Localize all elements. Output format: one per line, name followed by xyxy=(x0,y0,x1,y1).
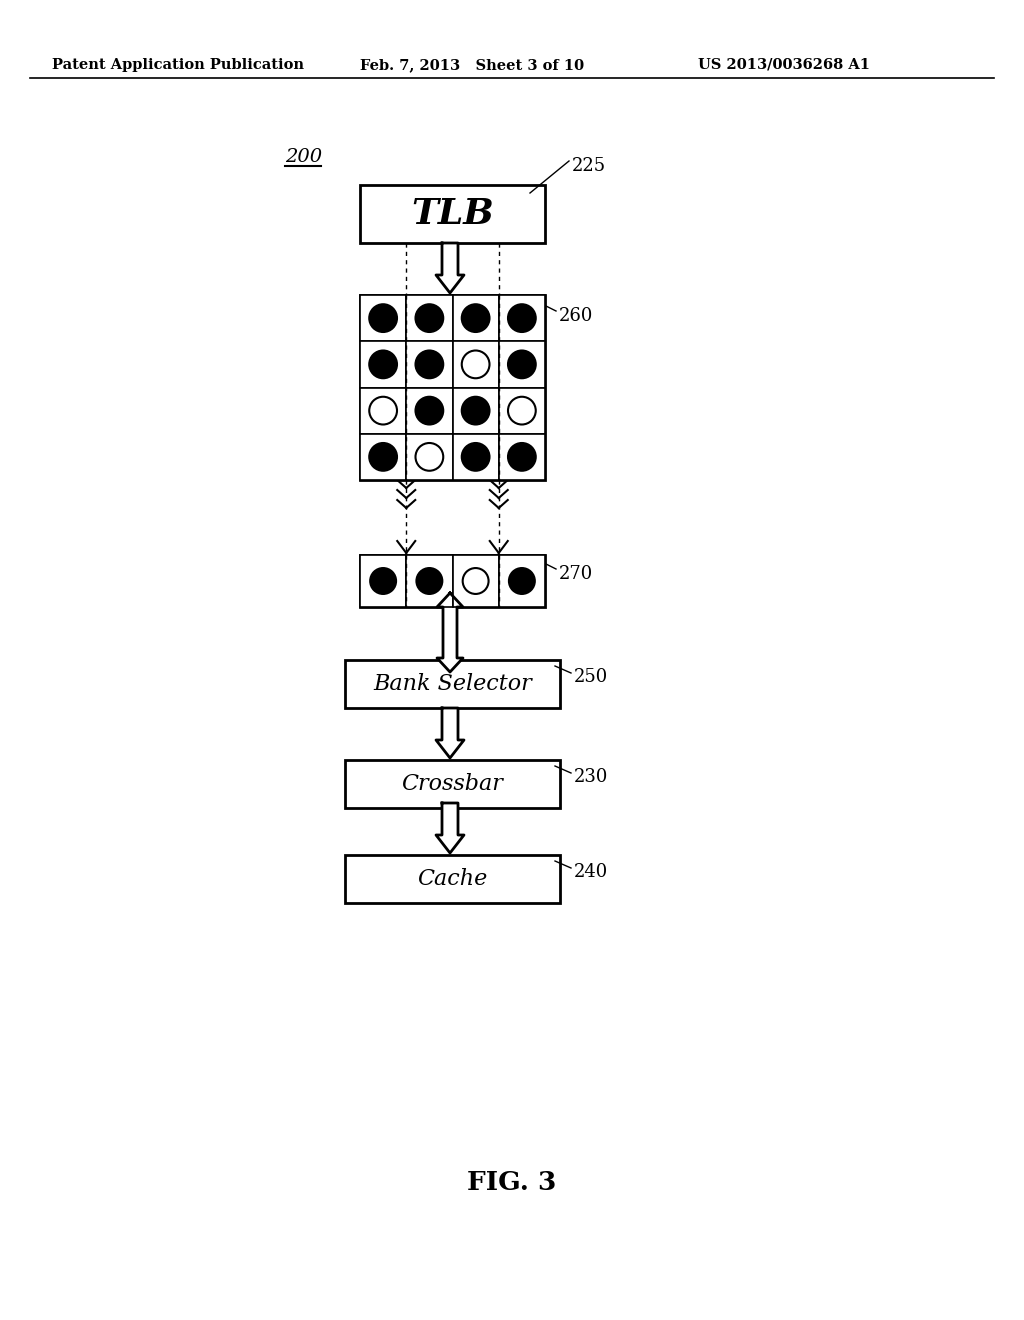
Circle shape xyxy=(416,397,443,425)
Bar xyxy=(499,342,545,388)
Text: FIG. 3: FIG. 3 xyxy=(467,1170,557,1195)
Text: 250: 250 xyxy=(574,668,608,686)
Bar xyxy=(360,388,407,434)
Circle shape xyxy=(509,568,535,594)
Circle shape xyxy=(416,304,443,333)
Bar xyxy=(453,342,499,388)
Bar xyxy=(360,554,545,607)
Text: TLB: TLB xyxy=(411,197,494,231)
Polygon shape xyxy=(436,708,464,758)
Text: 225: 225 xyxy=(572,157,606,176)
Bar xyxy=(453,434,499,480)
Bar xyxy=(407,388,453,434)
Bar xyxy=(345,660,560,708)
Bar xyxy=(499,554,545,607)
Bar xyxy=(360,342,407,388)
Text: Feb. 7, 2013   Sheet 3 of 10: Feb. 7, 2013 Sheet 3 of 10 xyxy=(360,58,584,73)
Text: Crossbar: Crossbar xyxy=(401,774,504,795)
Bar xyxy=(453,388,499,434)
Bar xyxy=(407,294,453,342)
Bar xyxy=(360,294,545,480)
Circle shape xyxy=(370,568,396,594)
Circle shape xyxy=(508,444,536,471)
Bar xyxy=(345,855,560,903)
Text: 270: 270 xyxy=(559,565,593,583)
Bar xyxy=(499,388,545,434)
Circle shape xyxy=(416,444,443,471)
Bar xyxy=(407,342,453,388)
Bar xyxy=(407,554,453,607)
Circle shape xyxy=(416,351,443,379)
Polygon shape xyxy=(436,243,464,293)
Circle shape xyxy=(508,351,536,379)
Text: 230: 230 xyxy=(574,768,608,785)
Bar xyxy=(345,760,560,808)
Text: Cache: Cache xyxy=(418,869,487,890)
Circle shape xyxy=(417,568,442,594)
Bar xyxy=(360,185,545,243)
Text: Bank Selector: Bank Selector xyxy=(373,673,531,696)
Bar xyxy=(407,434,453,480)
Circle shape xyxy=(508,304,536,333)
Circle shape xyxy=(462,444,489,471)
Bar xyxy=(360,294,407,342)
Text: 200: 200 xyxy=(285,148,323,166)
Circle shape xyxy=(370,444,397,471)
Circle shape xyxy=(462,397,489,425)
Circle shape xyxy=(370,304,397,333)
Polygon shape xyxy=(436,803,464,853)
Text: Patent Application Publication: Patent Application Publication xyxy=(52,58,304,73)
Circle shape xyxy=(508,397,536,425)
Bar xyxy=(453,294,499,342)
Bar xyxy=(499,434,545,480)
Circle shape xyxy=(370,397,397,425)
Circle shape xyxy=(462,351,489,379)
Text: 260: 260 xyxy=(559,308,593,325)
Bar xyxy=(499,294,545,342)
Bar xyxy=(360,554,407,607)
Polygon shape xyxy=(437,593,463,672)
Circle shape xyxy=(463,568,488,594)
Bar xyxy=(360,434,407,480)
Text: 240: 240 xyxy=(574,863,608,880)
Circle shape xyxy=(370,351,397,379)
Text: US 2013/0036268 A1: US 2013/0036268 A1 xyxy=(698,58,870,73)
Circle shape xyxy=(462,304,489,333)
Bar xyxy=(453,554,499,607)
